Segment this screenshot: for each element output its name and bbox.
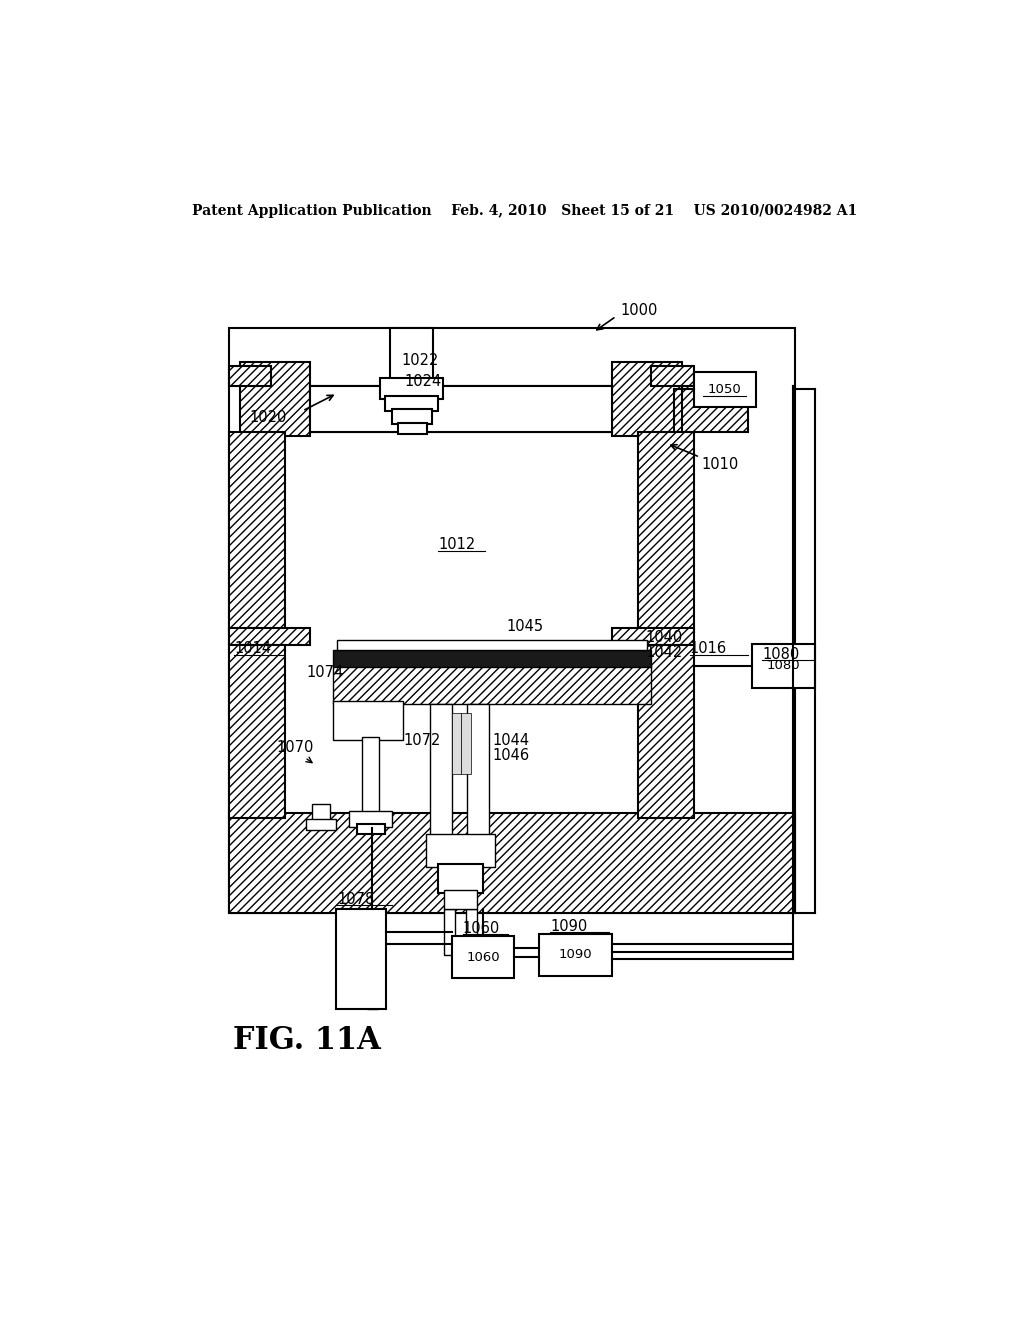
Text: 1045: 1045 [506, 619, 544, 634]
Bar [380, 378, 443, 400]
Text: 1010: 1010 [701, 457, 738, 471]
Text: 1012: 1012 [438, 537, 475, 553]
Bar [306, 818, 336, 830]
Bar [228, 628, 310, 645]
Bar [638, 645, 693, 818]
Text: 1070: 1070 [276, 741, 314, 755]
Bar [390, 327, 432, 381]
Bar [539, 933, 612, 977]
Text: 1022: 1022 [401, 352, 439, 368]
Bar [241, 363, 310, 436]
Text: 1080: 1080 [762, 647, 799, 661]
Text: 1014: 1014 [234, 642, 271, 656]
Text: Patent Application Publication    Feb. 4, 2010   Sheet 15 of 21    US 2010/00249: Patent Application Publication Feb. 4, 2… [193, 203, 857, 218]
Bar [444, 890, 477, 909]
Bar [228, 645, 285, 818]
Bar [367, 909, 378, 1010]
Bar [336, 909, 386, 1010]
FancyBboxPatch shape [254, 409, 669, 847]
Bar [228, 432, 285, 632]
Bar [334, 701, 403, 739]
Text: 1046: 1046 [493, 748, 529, 763]
Bar [397, 422, 427, 434]
Text: FIG. 11A: FIG. 11A [232, 1024, 380, 1056]
Text: 1060: 1060 [463, 921, 500, 936]
Bar [362, 738, 379, 814]
Bar [311, 804, 331, 821]
Bar [651, 367, 693, 385]
Bar [357, 825, 385, 834]
Bar [612, 628, 693, 645]
Text: 1080: 1080 [767, 659, 801, 672]
Bar [228, 327, 795, 913]
Bar [430, 704, 452, 838]
Text: 1050: 1050 [708, 383, 741, 396]
Text: 1020: 1020 [250, 409, 287, 425]
Text: 1042: 1042 [646, 645, 683, 660]
Text: 1078: 1078 [337, 892, 375, 907]
Text: 1072: 1072 [403, 733, 440, 748]
Bar [466, 909, 477, 956]
Bar [444, 909, 455, 956]
Bar [612, 363, 682, 436]
Bar [452, 936, 514, 978]
Text: 1000: 1000 [621, 304, 657, 318]
Bar [385, 396, 438, 411]
Bar [752, 644, 815, 688]
Bar [452, 713, 461, 775]
Text: 1074: 1074 [306, 665, 343, 680]
Text: 1090: 1090 [559, 949, 592, 961]
Bar [334, 665, 651, 704]
Bar [228, 367, 271, 385]
Bar [334, 649, 651, 667]
Text: 1090: 1090 [550, 919, 588, 935]
Text: 1060: 1060 [466, 950, 500, 964]
Text: 1044: 1044 [493, 733, 529, 748]
Bar [310, 385, 612, 432]
Bar [693, 372, 756, 407]
Bar [467, 704, 489, 838]
Bar [638, 432, 693, 632]
Bar [228, 813, 795, 913]
Bar [349, 812, 392, 826]
Text: 1024: 1024 [404, 374, 442, 389]
Bar [426, 834, 495, 867]
Bar [337, 640, 647, 651]
Bar [461, 713, 471, 775]
Bar [252, 385, 748, 432]
Text: 1016: 1016 [690, 642, 727, 656]
Bar [391, 409, 432, 424]
Bar [438, 863, 483, 892]
Text: 1040: 1040 [646, 630, 683, 645]
